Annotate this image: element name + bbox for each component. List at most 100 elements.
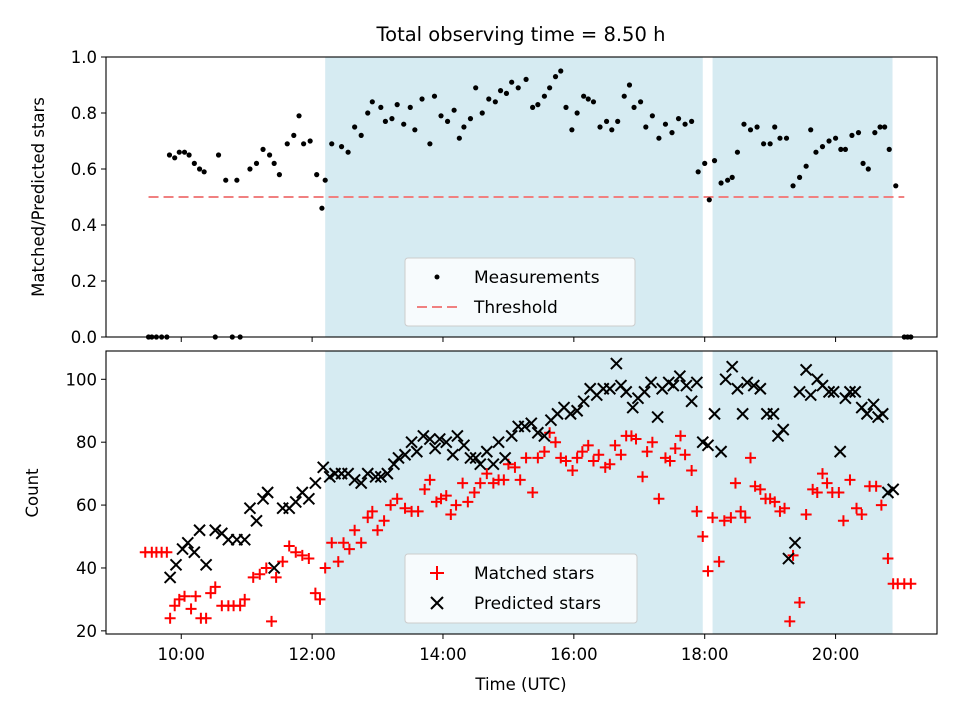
bottom-x-ticks: 10:00 12:00 14:00 16:00 18:00 20:00 — [157, 634, 859, 664]
measurement-point — [819, 144, 826, 150]
bottom-x-tick-label: 10:00 — [157, 645, 205, 664]
matched-star-point — [725, 512, 737, 524]
predicted-star-point — [446, 448, 460, 461]
measurement-point — [389, 116, 395, 122]
measurement-point — [412, 127, 418, 133]
bottom-legend: Matched stars Predicted stars — [404, 553, 638, 624]
predicted-star-point — [417, 429, 430, 443]
predicted-star-point — [261, 486, 274, 499]
predicted-star-point — [480, 445, 494, 458]
measurement-point — [637, 99, 644, 105]
matched-star-point — [205, 587, 217, 599]
predicted-star-point — [469, 451, 482, 465]
measurement-point — [615, 118, 621, 124]
top-legend: Measurements Threshold — [404, 257, 636, 327]
predicted-star-point — [741, 376, 754, 389]
measurement-point — [296, 113, 302, 119]
measurement-point — [438, 113, 444, 119]
predicted-star-point — [238, 533, 251, 546]
measurement-point — [338, 144, 345, 150]
predicted-star-point — [302, 492, 316, 505]
predicted-star-point — [747, 379, 760, 392]
bottom-y-tick-label: 100 — [66, 370, 98, 389]
legend-matched-marker — [430, 566, 444, 580]
legend-measurements-marker — [434, 274, 440, 280]
predicted-star-point — [577, 395, 590, 408]
measurement-point — [842, 146, 848, 152]
measurement-point — [497, 88, 504, 94]
predicted-star-point — [564, 407, 577, 421]
predicted-star-point — [361, 467, 374, 480]
measurement-point — [747, 127, 754, 133]
matched-star-point — [787, 549, 799, 561]
measurement-point — [725, 177, 731, 183]
matched-star-point — [833, 487, 845, 498]
predicted-star-point — [788, 536, 802, 550]
predicted-star-point — [317, 461, 330, 474]
matched-star-point — [675, 430, 687, 442]
matched-star-point — [399, 502, 411, 514]
predicted-star-point — [354, 476, 368, 490]
matched-star-point — [303, 553, 315, 565]
predicted-star-point — [822, 385, 836, 399]
measurement-point — [467, 116, 474, 122]
matched-star-point — [314, 593, 326, 605]
matched-star-point — [391, 493, 403, 505]
top-x-ticks — [180, 337, 837, 342]
predicted-star-point — [860, 407, 874, 421]
predicted-star-point — [250, 514, 263, 528]
matched-star-point — [190, 590, 202, 602]
predicted-star-point — [701, 439, 715, 452]
predicted-star-point — [804, 388, 817, 402]
matched-star-point — [509, 461, 521, 473]
measurement-point — [669, 130, 675, 136]
measurement-point — [626, 82, 633, 88]
matched-star-point — [468, 487, 480, 498]
measurement-point — [631, 104, 637, 110]
measurement-point — [503, 90, 510, 96]
predicted-star-point — [169, 558, 183, 572]
matched-star-point — [769, 496, 781, 508]
matched-star-point — [544, 427, 556, 439]
predicted-star-point — [309, 476, 322, 490]
bottom-y-tick-label: 40 — [76, 559, 97, 578]
measurement-point — [609, 127, 615, 133]
predicted-star-point — [440, 435, 453, 449]
predicted-star-point — [181, 536, 194, 550]
top-axes-frame — [105, 56, 938, 338]
predicted-star-point — [827, 385, 840, 399]
predicted-star-point — [767, 407, 780, 421]
matched-star-point — [844, 474, 856, 486]
measurement-point — [382, 118, 388, 124]
matched-star-point — [641, 446, 653, 458]
predicted-star-point — [603, 382, 617, 395]
measurement-point — [832, 135, 839, 141]
matched-star-point — [481, 468, 493, 480]
predicted-star-point — [387, 457, 401, 471]
top-legend-box — [404, 257, 636, 327]
predicted-star-point — [690, 376, 704, 389]
bottom-y-tick-label: 20 — [76, 622, 97, 641]
predicted-star-point — [474, 457, 487, 471]
measurement-point — [260, 146, 266, 152]
predicted-star-point — [754, 382, 767, 395]
matched-star-point — [576, 446, 588, 458]
matched-star-point — [794, 597, 806, 609]
measurement-point — [695, 169, 701, 175]
measurement-point — [461, 124, 467, 130]
bottom-x-tick-label: 20:00 — [812, 645, 860, 664]
measurement-point — [401, 121, 407, 127]
legend-predicted-label: Predicted stars — [474, 594, 601, 614]
matched-star-point — [821, 477, 833, 489]
bottom-y-tick-label: 60 — [76, 496, 97, 515]
matched-star-point — [254, 568, 266, 580]
measurement-point — [574, 110, 580, 116]
measurement-point — [761, 141, 767, 147]
shaded-interval — [712, 351, 893, 634]
matched-star-point — [277, 556, 289, 568]
matched-star-point — [707, 512, 719, 524]
measurement-point — [783, 135, 790, 141]
matched-star-point — [532, 452, 544, 464]
matched-star-point — [296, 549, 308, 561]
predicted-star-point — [777, 423, 790, 436]
